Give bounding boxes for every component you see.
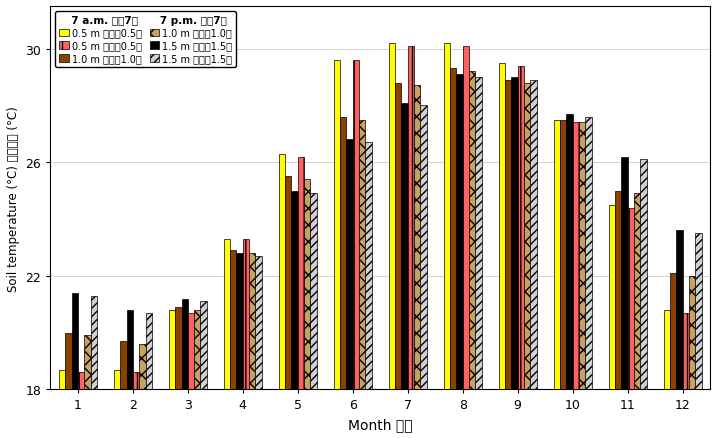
Bar [175,307,181,389]
Bar [59,370,65,389]
Bar [414,86,420,389]
Bar [505,81,511,389]
Bar [291,191,298,389]
Bar [408,46,414,389]
Bar [627,208,634,389]
Bar [689,276,695,389]
Bar [304,180,310,389]
Bar [310,194,317,389]
Bar [566,115,573,389]
Bar [389,44,395,389]
Bar [444,44,450,389]
Bar [531,81,536,389]
Bar [676,231,683,389]
Bar [395,84,402,389]
Bar [169,310,175,389]
Bar [279,154,285,389]
Bar [579,123,585,389]
Bar [120,341,126,389]
Bar [114,370,120,389]
Bar [249,254,255,389]
Bar [298,157,304,389]
Bar [585,117,592,389]
Bar [518,67,524,389]
Bar [499,64,505,389]
Bar [469,72,475,389]
Bar [188,313,194,389]
Bar [126,310,133,389]
Bar [609,205,615,389]
Bar [340,117,346,389]
Bar [621,157,627,389]
Bar [139,344,146,389]
Bar [65,333,72,389]
Bar [194,310,201,389]
Bar [475,78,482,389]
Bar [346,140,353,389]
Bar [181,299,188,389]
Bar [402,103,408,389]
Bar [334,61,340,389]
Bar [573,123,579,389]
Bar [456,75,462,389]
Bar [524,84,531,389]
Bar [78,373,84,389]
Bar [90,296,97,389]
Bar [634,194,640,389]
Bar [243,239,249,389]
Bar [615,191,621,389]
Bar [285,177,291,389]
Bar [450,69,456,389]
Bar [133,373,139,389]
Bar [72,293,78,389]
Bar [366,143,371,389]
Bar [201,302,206,389]
Bar [670,273,676,389]
Bar [230,251,237,389]
Bar [420,106,427,389]
X-axis label: Month 月份: Month 月份 [348,417,412,431]
Y-axis label: Soil temperature (°C) 土壤溫度 (°C): Soil temperature (°C) 土壤溫度 (°C) [7,106,20,291]
Bar [640,160,647,389]
Legend: 0.5 m 地面下0.5米, 0.5 m 地面下0.5米, 1.0 m 地面下1.0米, 1.0 m 地面下1.0米, 1.5 m 地面下1.5米, 1.5 m: 0.5 m 地面下0.5米, 0.5 m 地面下0.5米, 1.0 m 地面下1… [55,12,236,68]
Bar [560,120,566,389]
Bar [359,120,366,389]
Bar [224,239,230,389]
Bar [255,256,262,389]
Bar [695,234,701,389]
Bar [664,310,670,389]
Bar [554,120,560,389]
Bar [84,336,90,389]
Bar [462,46,469,389]
Bar [353,61,359,389]
Bar [237,254,243,389]
Bar [511,78,518,389]
Bar [683,313,689,389]
Bar [146,313,152,389]
